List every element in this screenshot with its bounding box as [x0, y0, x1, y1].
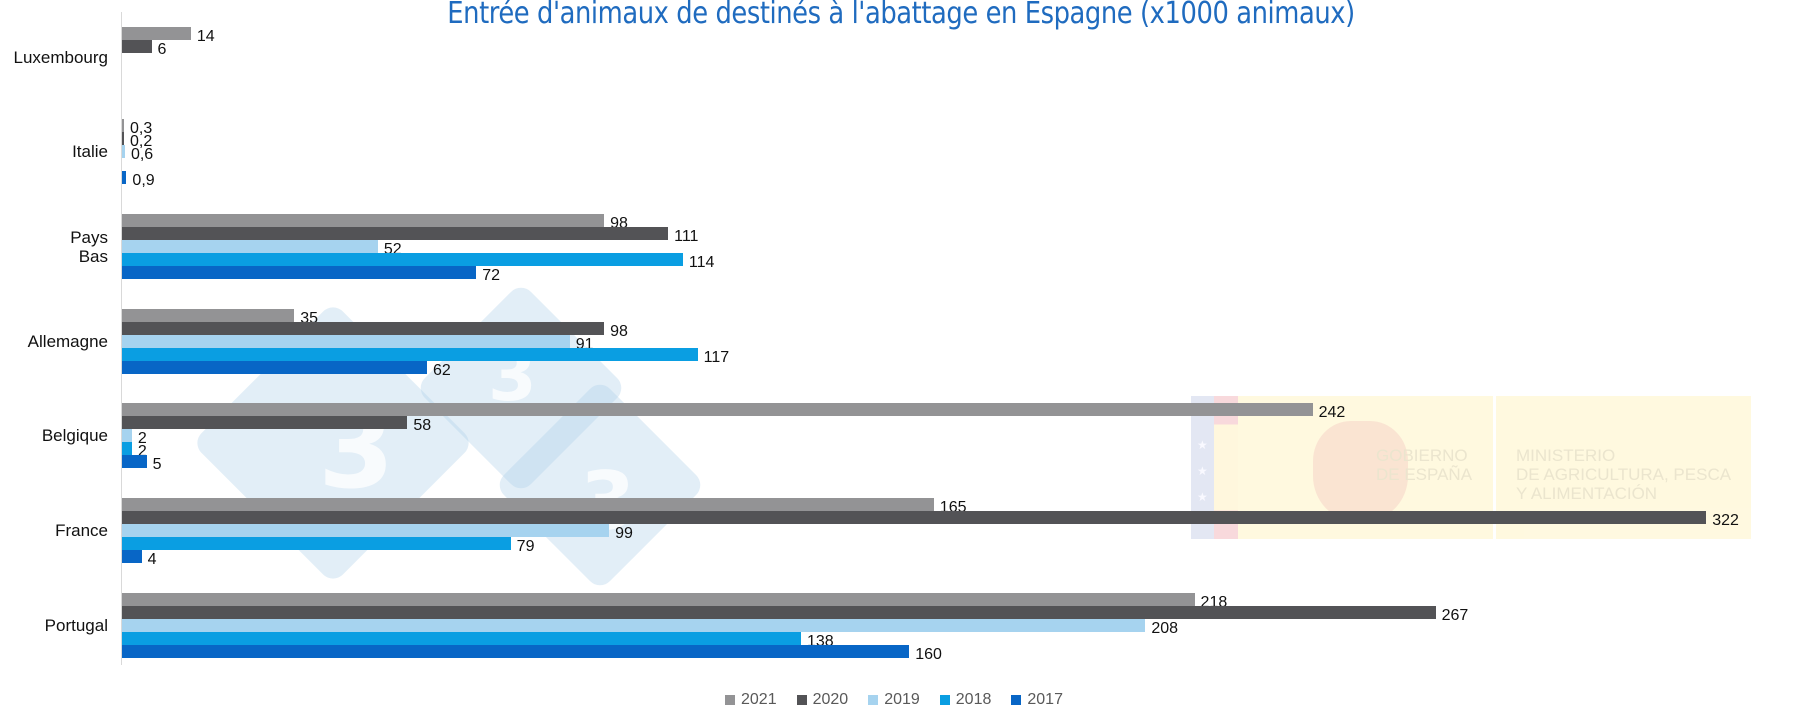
- legend-swatch-icon: [796, 695, 807, 705]
- star-icon: ★: [1197, 490, 1208, 504]
- bar-2018: [122, 632, 801, 645]
- legend-swatch-icon: [725, 695, 735, 705]
- data-label: 111: [674, 228, 699, 245]
- legend-item-2018: 2018: [939, 691, 992, 709]
- bar-2019: [122, 429, 132, 442]
- data-label: 114: [688, 254, 715, 271]
- bar-2017: [122, 361, 428, 374]
- data-label: 0,2: [130, 133, 153, 150]
- data-label: 0,9: [132, 172, 155, 189]
- bar-2021: [122, 309, 295, 322]
- data-label: 242: [1318, 404, 1346, 421]
- legend-item-2019: 2019: [868, 691, 920, 709]
- data-label: 62: [433, 362, 451, 379]
- bar-2019: [122, 619, 1146, 632]
- data-label: 2: [137, 430, 147, 447]
- legend-label: 2018: [955, 691, 992, 708]
- data-label: 99: [615, 525, 633, 542]
- legend: 2021 2020 2019 2018 2017: [725, 691, 1063, 709]
- data-label: 4: [147, 551, 157, 568]
- data-label: 208: [1151, 620, 1179, 637]
- bar-2019: [122, 524, 610, 537]
- data-label: 14: [196, 28, 215, 45]
- bar-2021: [122, 498, 934, 511]
- bar-2019: [122, 335, 570, 348]
- legend-item-2020: 2020: [796, 691, 849, 709]
- bar-2020: [122, 132, 124, 145]
- category-label: France: [55, 521, 108, 540]
- bar-2020: [122, 511, 1707, 524]
- bar-2018: [122, 348, 698, 361]
- data-label: 98: [610, 323, 628, 340]
- data-label: 0,3: [130, 120, 153, 137]
- star-icon: ★: [1197, 464, 1208, 478]
- data-label: 79: [516, 538, 535, 555]
- legend-item-2017: 2017: [1011, 691, 1063, 709]
- category-label: Allemagne: [27, 332, 108, 351]
- chart-title: Entrée d'animaux de destinés à l'abattag…: [447, 0, 1355, 31]
- bar-2018: [122, 537, 511, 550]
- legend-label: 2019: [884, 691, 920, 708]
- bar-2021: [122, 27, 191, 40]
- legend-label: 2017: [1027, 691, 1063, 708]
- bar-2020: [122, 416, 408, 429]
- data-label: 160: [915, 646, 942, 663]
- bar-2020: [122, 40, 152, 53]
- bar-2020: [122, 322, 605, 335]
- logo-text-gobierno: GOBIERNO DE ESPAÑA: [1376, 446, 1473, 484]
- bar-2018: [122, 442, 132, 455]
- eu-flag-strip: [1191, 396, 1214, 539]
- category-label: Belgique: [41, 426, 108, 445]
- bar-2017: [122, 171, 127, 184]
- legend-swatch-icon: [868, 695, 879, 705]
- category-label: Luxembourg: [13, 47, 108, 67]
- data-label: 58: [413, 417, 432, 434]
- data-label: 5: [152, 456, 162, 473]
- data-label: 2: [137, 443, 147, 460]
- data-label: 72: [482, 267, 501, 284]
- bar-2019: [122, 240, 378, 253]
- logo-text-ministerio: MINISTERIO DE AGRICULTURA, PESCA Y ALIME…: [1516, 446, 1732, 503]
- bar-2018: [122, 253, 683, 266]
- category-axis-line: [121, 12, 122, 665]
- bar-2017: [122, 266, 477, 279]
- bar-2021: [122, 119, 124, 132]
- category-label: Portugal: [44, 616, 108, 635]
- bar-2019: [122, 145, 125, 158]
- coat-of-arms-icon: [1313, 421, 1408, 521]
- legend-item-2021: 2021: [725, 691, 777, 709]
- category-label: Italie: [72, 142, 108, 161]
- bar-2021: [122, 214, 605, 227]
- data-label: 117: [703, 349, 730, 366]
- bar-2017: [122, 550, 142, 563]
- bar-2020: [122, 227, 669, 240]
- legend-label: 2021: [741, 691, 777, 708]
- category-label: Pays Bas: [70, 227, 108, 266]
- data-label: 0,6: [130, 146, 154, 163]
- data-label: 322: [1712, 512, 1739, 529]
- bar-2021: [122, 403, 1313, 416]
- data-label: 6: [157, 41, 167, 58]
- bar-2020: [122, 606, 1436, 619]
- star-icon: ★: [1197, 438, 1208, 452]
- legend-label: 2020: [812, 691, 849, 708]
- legend-swatch-icon: [1011, 695, 1022, 705]
- data-label: 267: [1441, 607, 1469, 624]
- legend-swatch-icon: [939, 695, 950, 705]
- bar-2017: [122, 455, 147, 468]
- bar-2021: [122, 593, 1195, 606]
- bar-2017: [122, 645, 910, 658]
